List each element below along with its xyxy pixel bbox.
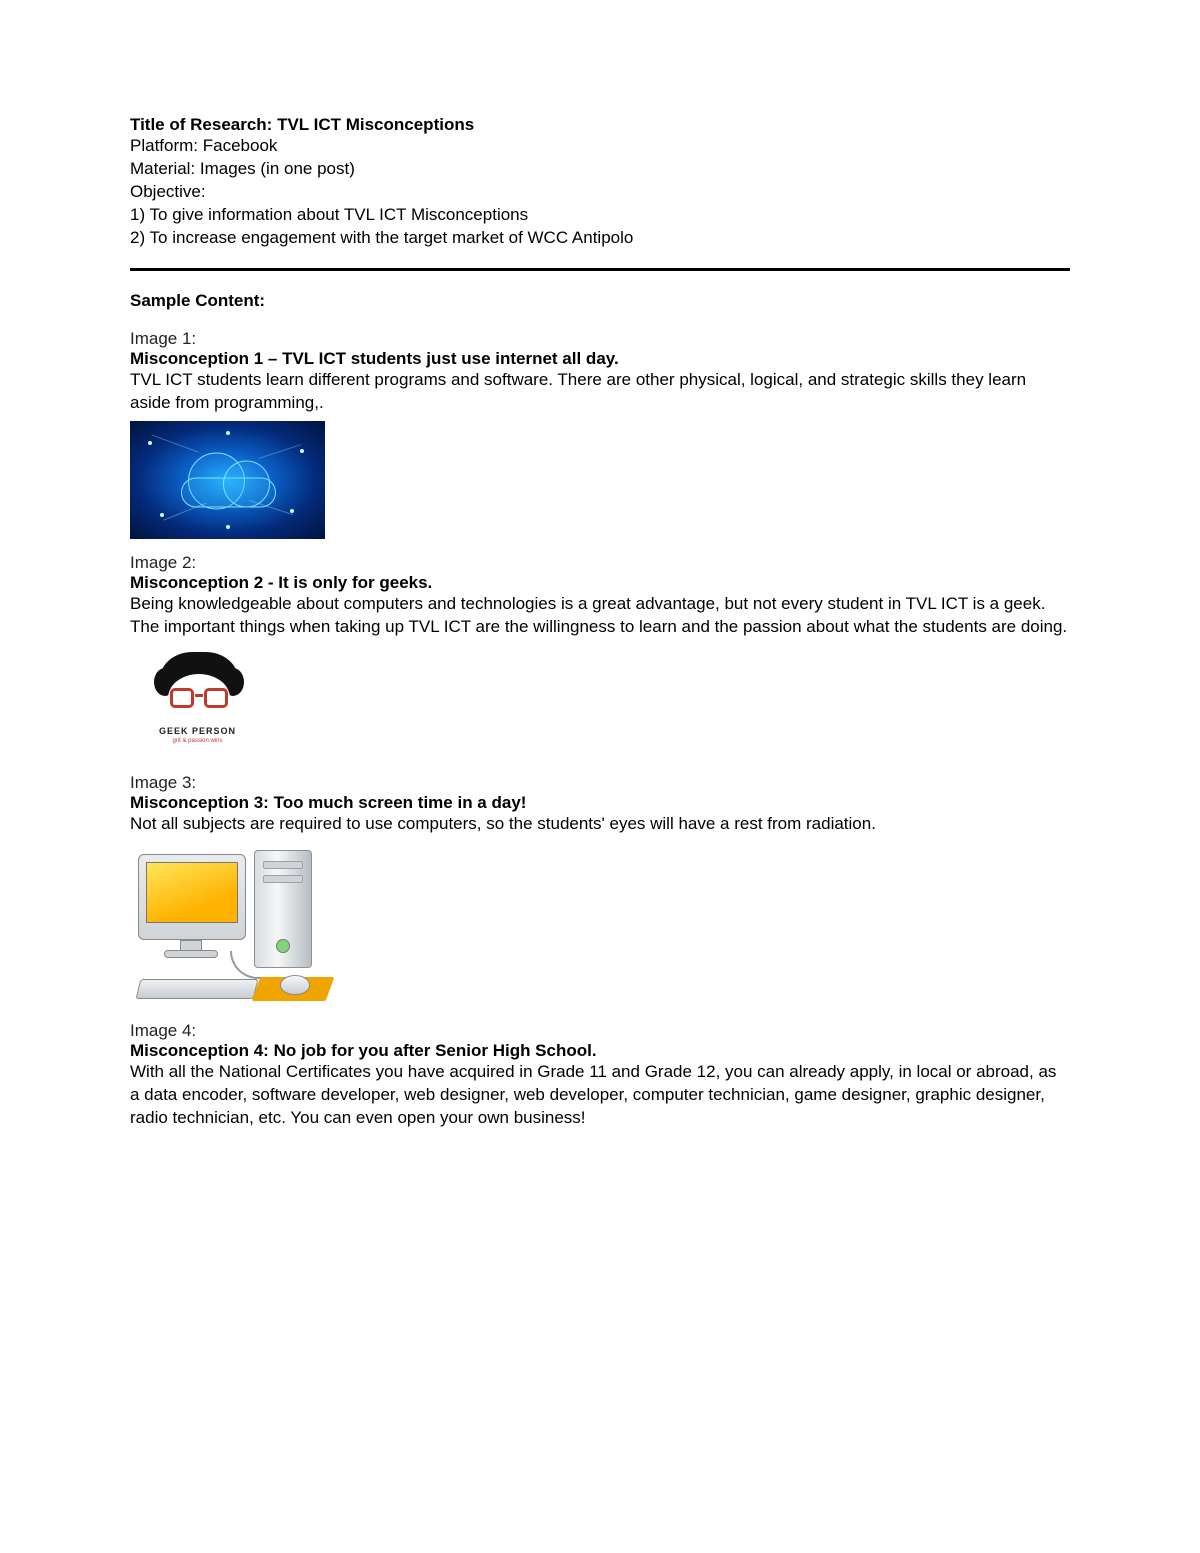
desktop-computer-graphic bbox=[130, 842, 340, 1007]
misconception-body: TVL ICT students learn different program… bbox=[130, 369, 1070, 415]
image-label: Image 4: bbox=[130, 1021, 1070, 1041]
cloud-tech-graphic bbox=[130, 421, 325, 539]
objective-2: 2) To increase engagement with the targe… bbox=[130, 227, 1070, 250]
divider bbox=[130, 268, 1070, 271]
misconception-body: With all the National Certificates you h… bbox=[130, 1061, 1070, 1130]
illustration-cloud-tech bbox=[130, 421, 1070, 539]
platform-value-text: Facebook bbox=[203, 136, 278, 155]
content-item: Image 1: Misconception 1 – TVL ICT stude… bbox=[130, 329, 1070, 539]
title-label: Title of Research: bbox=[130, 115, 272, 134]
illustration-geek-logo: GEEK PERSON grit & passion wins bbox=[130, 644, 1070, 759]
material-row: Material: Images (in one post) bbox=[130, 158, 1070, 181]
title-row: Title of Research: TVL ICT Misconception… bbox=[130, 115, 1070, 135]
platform-label: Platform: bbox=[130, 136, 198, 155]
misconception-body: Not all subjects are required to use com… bbox=[130, 813, 1070, 836]
platform-row: Platform: Facebook bbox=[130, 135, 1070, 158]
content-item: Image 2: Misconception 2 - It is only fo… bbox=[130, 553, 1070, 760]
content-item: Image 4: Misconception 4: No job for you… bbox=[130, 1021, 1070, 1130]
misconception-title: Misconception 2 - It is only for geeks. bbox=[130, 573, 1070, 593]
document-page: Title of Research: TVL ICT Misconception… bbox=[0, 0, 1200, 1210]
material-label: Material: bbox=[130, 159, 195, 178]
image-label: Image 1: bbox=[130, 329, 1070, 349]
misconception-body: Being knowledgeable about computers and … bbox=[130, 593, 1070, 639]
objective-label: Objective: bbox=[130, 181, 1070, 204]
image-label: Image 2: bbox=[130, 553, 1070, 573]
geek-logo-graphic: GEEK PERSON grit & passion wins bbox=[130, 644, 265, 759]
image-label: Image 3: bbox=[130, 773, 1070, 793]
illustration-desktop bbox=[130, 842, 1070, 1007]
title-value-text: TVL ICT Misconceptions bbox=[277, 115, 474, 134]
sample-content-heading: Sample Content: bbox=[130, 291, 1070, 311]
geek-caption: GEEK PERSON bbox=[130, 726, 265, 736]
misconception-title: Misconception 3: Too much screen time in… bbox=[130, 793, 1070, 813]
misconception-title: Misconception 4: No job for you after Se… bbox=[130, 1041, 1070, 1061]
content-item: Image 3: Misconception 3: Too much scree… bbox=[130, 773, 1070, 1007]
misconception-title: Misconception 1 – TVL ICT students just … bbox=[130, 349, 1070, 369]
objective-1: 1) To give information about TVL ICT Mis… bbox=[130, 204, 1070, 227]
material-value-text: Images (in one post) bbox=[200, 159, 355, 178]
geek-subcaption: grit & passion wins bbox=[130, 738, 265, 744]
